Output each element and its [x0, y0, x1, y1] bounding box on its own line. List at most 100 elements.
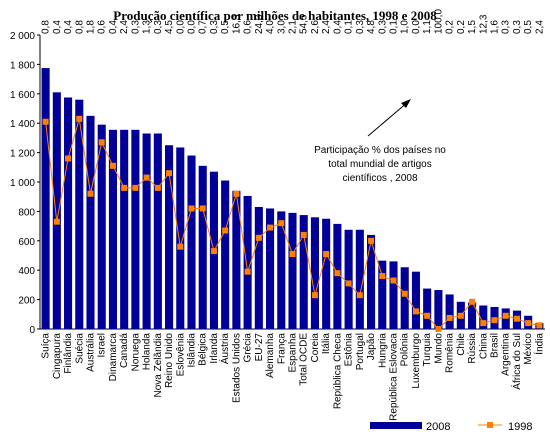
- point-1998: [244, 268, 251, 275]
- point-1998: [457, 312, 464, 319]
- bar-2008: [86, 115, 95, 329]
- x-tick-label: Coreia: [310, 333, 321, 363]
- point-1998: [536, 322, 543, 329]
- bar-2008: [266, 208, 275, 329]
- bar-2008: [310, 217, 319, 329]
- x-tick-label: Estados Unidos: [231, 333, 242, 403]
- y-tick-label: 1 000: [10, 178, 35, 189]
- x-tick-label: Polônia: [400, 333, 411, 367]
- x-tick-label: Japão: [366, 333, 377, 361]
- bar-2008: [165, 145, 174, 329]
- x-tick-label: Estônia: [344, 333, 355, 367]
- share-label: 0,6: [97, 20, 108, 34]
- point-1998: [390, 277, 397, 284]
- chart-title: Produção científica por milhões de habit…: [113, 8, 437, 23]
- point-1998: [210, 248, 217, 255]
- bar-2008: [423, 288, 432, 329]
- x-tick-label: México: [523, 333, 534, 365]
- x-tick-label: Luxemburgo: [411, 333, 422, 389]
- bar-2008: [378, 260, 387, 329]
- bar-2008: [142, 133, 151, 329]
- point-1998: [121, 184, 128, 191]
- x-tick-label: Turquia: [422, 333, 433, 367]
- bar-2008: [221, 180, 230, 329]
- share-label: 1,5: [467, 20, 478, 34]
- share-label: 0,4: [332, 20, 343, 34]
- share-label: 1,8: [86, 20, 97, 34]
- bar-2008: [434, 290, 443, 329]
- point-1998: [323, 251, 330, 258]
- bar-2008: [232, 190, 241, 329]
- point-1998: [311, 292, 318, 299]
- y-tick-label: 0: [29, 325, 35, 336]
- share-label: 1,6: [490, 20, 501, 34]
- bar-2008: [198, 165, 207, 329]
- bar-2008: [254, 206, 263, 329]
- bar-2008: [97, 124, 106, 329]
- share-label: 0,1: [389, 20, 400, 34]
- annotation-text: Participação % dos países no: [314, 145, 446, 156]
- bar-2008: [411, 271, 420, 329]
- y-tick-label: 400: [18, 266, 35, 277]
- bar-2008: [333, 223, 342, 329]
- x-tick-label: Brasil: [490, 333, 501, 358]
- share-label: 1,0: [400, 20, 411, 34]
- bar-2008: [389, 261, 398, 329]
- x-tick-label: República Eslovaca: [389, 333, 400, 421]
- share-label: 0,3: [130, 20, 141, 34]
- point-1998: [143, 174, 150, 181]
- share-label: 0,3: [377, 20, 388, 34]
- y-tick-label: 600: [18, 237, 35, 248]
- share-label: 4,5: [164, 20, 175, 34]
- share-label: 0,5: [523, 20, 534, 34]
- point-1998: [42, 118, 49, 125]
- annotation-text: total mundial de artigos: [328, 159, 431, 170]
- bar-2008: [75, 99, 84, 330]
- bar-2008: [131, 129, 140, 329]
- x-tick-label: Áustria: [218, 333, 231, 365]
- point-1998: [177, 243, 184, 250]
- share-label: 1,3: [142, 20, 153, 34]
- point-1998: [278, 220, 285, 227]
- share-label: 0,8: [41, 20, 52, 34]
- point-1998: [98, 139, 105, 146]
- point-1998: [379, 273, 386, 280]
- bar-2008: [120, 129, 129, 329]
- y-tick-label: 200: [18, 296, 35, 307]
- point-1998: [267, 224, 274, 231]
- point-1998: [334, 270, 341, 277]
- share-label: 0,3: [512, 20, 523, 34]
- x-tick-label: Total OCDE: [299, 333, 310, 386]
- bar-2008: [64, 97, 73, 329]
- bar-2008: [355, 229, 364, 329]
- x-tick-label: Chile: [456, 333, 467, 356]
- bar-2008: [322, 218, 331, 329]
- bar-2008: [41, 68, 50, 329]
- share-label: 0,5: [220, 20, 231, 34]
- x-tick-label: Cingapura: [52, 333, 63, 380]
- point-1998: [525, 320, 532, 327]
- point-1998: [480, 320, 487, 327]
- share-label: 0,0: [187, 20, 198, 34]
- y-tick-label: 1 800: [10, 60, 35, 71]
- point-1998: [502, 312, 509, 319]
- point-1998: [132, 184, 139, 191]
- point-1998: [76, 115, 83, 122]
- share-label: 0,3: [501, 20, 512, 34]
- share-label: 0,4: [108, 20, 119, 34]
- bar-2008: [277, 211, 286, 329]
- share-label: 24,3: [254, 14, 265, 34]
- bar-2008: [299, 215, 308, 329]
- legend-label-1998: 1998: [508, 421, 532, 433]
- x-tick-label: Islândia: [187, 333, 198, 368]
- bar-2008: [243, 195, 252, 329]
- share-label: 0,0: [175, 20, 186, 34]
- x-tick-label: Holanda: [142, 333, 153, 371]
- point-1998: [513, 315, 520, 322]
- point-1998: [469, 298, 476, 305]
- bar-2008: [52, 92, 61, 329]
- x-tick-label: Romênia: [445, 333, 456, 373]
- y-tick-label: 1 200: [10, 149, 35, 160]
- point-1998: [300, 231, 307, 238]
